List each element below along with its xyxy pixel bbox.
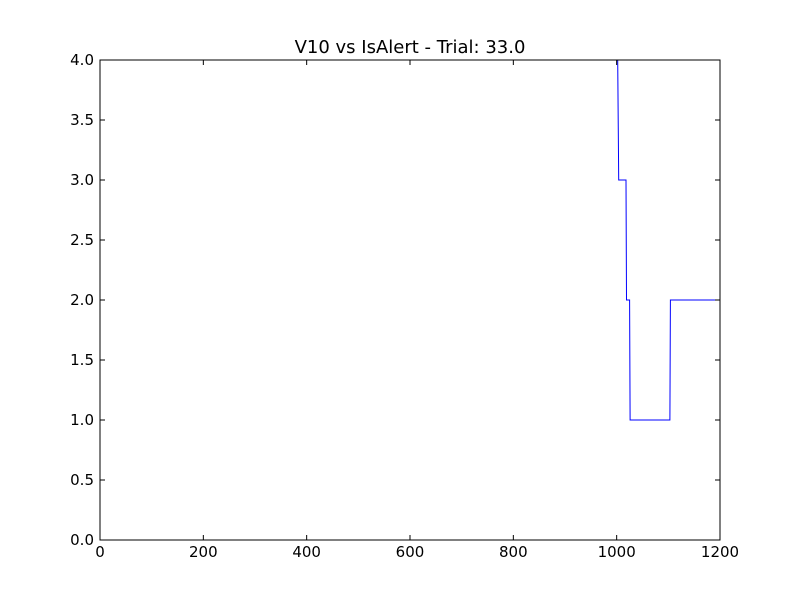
y-tick-label: 1.5 bbox=[70, 351, 94, 369]
x-tick-label: 400 bbox=[292, 543, 321, 561]
x-tick-label: 1000 bbox=[598, 543, 636, 561]
chart-title: V10 vs IsAlert - Trial: 33.0 bbox=[295, 37, 526, 58]
x-tick-label: 1200 bbox=[701, 543, 739, 561]
x-tick-label: 600 bbox=[396, 543, 425, 561]
x-tick-label: 0 bbox=[95, 543, 105, 561]
series-layer bbox=[100, 59, 720, 541]
y-tick-label: 3.0 bbox=[70, 171, 94, 189]
y-tick-label: 2.5 bbox=[70, 231, 94, 249]
y-tick-label: 3.5 bbox=[70, 111, 94, 129]
ticks-layer: 0 200 400 600 800 1000 1200 0.0 0.5 1.0 1.5 2.0 2.5 3… bbox=[70, 51, 739, 561]
series-line-0 bbox=[617, 59, 720, 421]
x-tick-label: 800 bbox=[499, 543, 528, 561]
plot-frame bbox=[99, 59, 721, 541]
y-tick-label: 4.0 bbox=[70, 51, 94, 69]
y-tick-label: 0.0 bbox=[70, 531, 94, 549]
x-tick-label: 200 bbox=[189, 543, 218, 561]
y-tick-label: 1.0 bbox=[70, 411, 94, 429]
y-tick-label: 0.5 bbox=[70, 471, 94, 489]
y-tick-label: 2.0 bbox=[70, 291, 94, 309]
